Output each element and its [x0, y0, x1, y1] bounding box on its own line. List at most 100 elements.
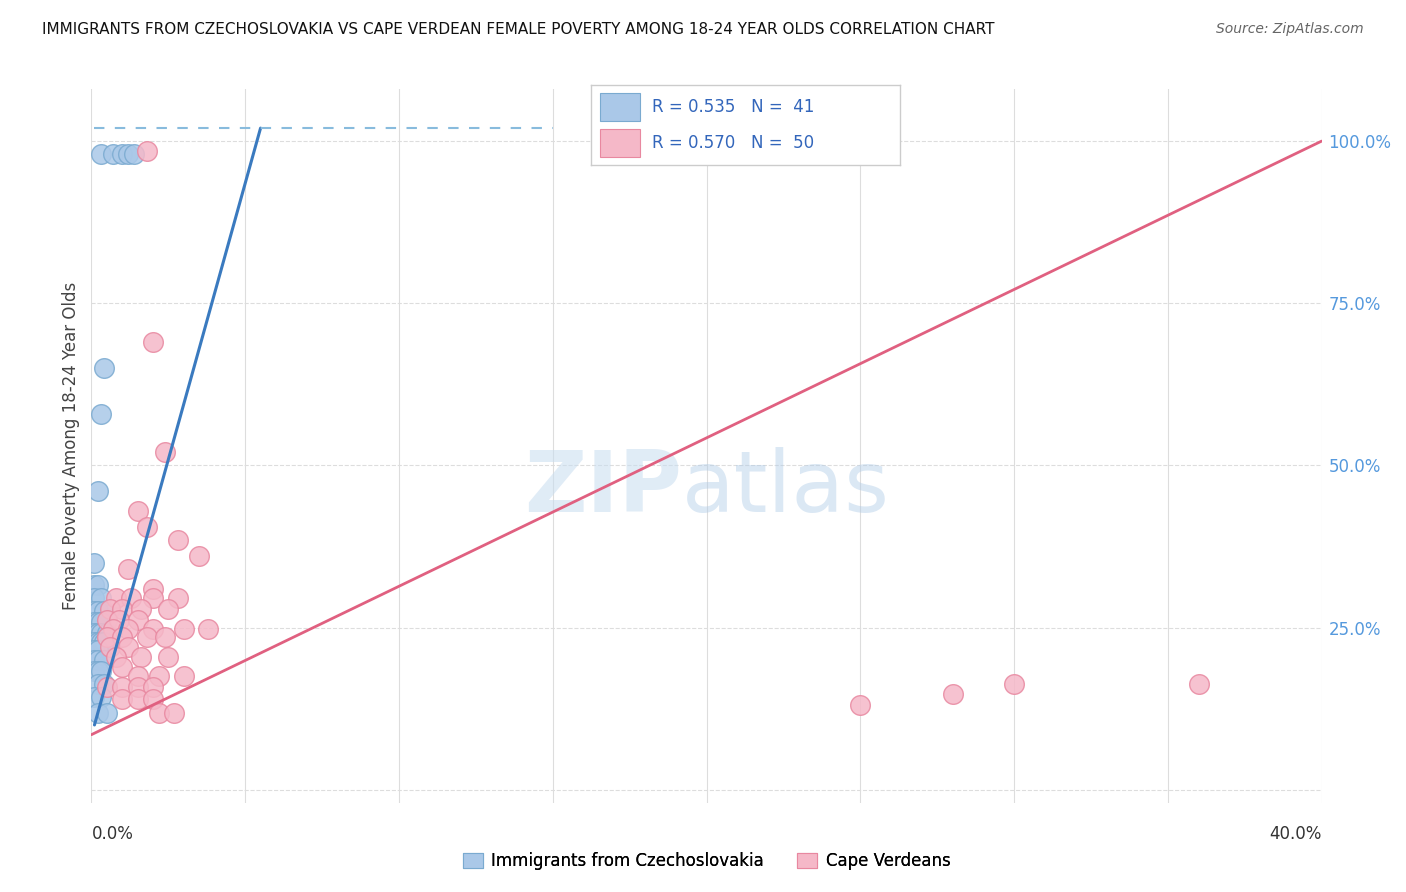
- Point: [96, 681, 118, 695]
- Point: [142, 582, 165, 596]
- Point: [93, 677, 115, 691]
- Point: [120, 591, 142, 606]
- FancyBboxPatch shape: [600, 93, 640, 121]
- Point: [142, 692, 165, 706]
- Point: [135, 520, 157, 534]
- Point: [96, 706, 118, 721]
- Point: [127, 669, 149, 683]
- Point: [142, 622, 165, 636]
- Point: [188, 549, 211, 564]
- Point: [86, 604, 108, 618]
- Point: [127, 681, 149, 695]
- Point: [83, 556, 105, 570]
- Point: [166, 533, 188, 547]
- Point: [101, 147, 124, 161]
- Text: IMMIGRANTS FROM CZECHOSLOVAKIA VS CAPE VERDEAN FEMALE POVERTY AMONG 18-24 YEAR O: IMMIGRANTS FROM CZECHOSLOVAKIA VS CAPE V…: [42, 22, 994, 37]
- Point: [90, 635, 112, 649]
- Point: [98, 602, 121, 616]
- Point: [111, 147, 134, 161]
- Point: [105, 649, 127, 664]
- Point: [90, 690, 112, 704]
- Point: [157, 649, 180, 664]
- Point: [942, 687, 965, 701]
- Point: [96, 631, 118, 645]
- Point: [98, 640, 121, 654]
- Text: Source: ZipAtlas.com: Source: ZipAtlas.com: [1216, 22, 1364, 37]
- Point: [849, 698, 872, 713]
- Point: [1002, 677, 1025, 691]
- Point: [83, 591, 105, 606]
- Point: [1187, 677, 1209, 691]
- Point: [129, 649, 152, 664]
- Point: [83, 653, 105, 667]
- Point: [101, 622, 124, 636]
- Point: [83, 615, 105, 630]
- Point: [83, 664, 105, 678]
- Text: atlas: atlas: [682, 447, 890, 531]
- Point: [111, 681, 134, 695]
- Point: [111, 631, 134, 645]
- Point: [86, 643, 108, 657]
- Point: [157, 602, 180, 616]
- Point: [173, 669, 195, 683]
- Point: [117, 622, 139, 636]
- Point: [129, 602, 152, 616]
- Text: R = 0.570   N =  50: R = 0.570 N = 50: [652, 134, 814, 152]
- Text: 40.0%: 40.0%: [1270, 825, 1322, 843]
- Point: [153, 445, 177, 459]
- Point: [163, 706, 186, 721]
- Point: [90, 664, 112, 678]
- Point: [86, 635, 108, 649]
- Point: [93, 604, 115, 618]
- Point: [86, 484, 108, 499]
- Point: [117, 562, 139, 576]
- Point: [111, 602, 134, 616]
- Point: [86, 706, 108, 721]
- Text: R = 0.535   N =  41: R = 0.535 N = 41: [652, 98, 814, 116]
- Point: [86, 677, 108, 691]
- Point: [127, 504, 149, 518]
- Point: [142, 681, 165, 695]
- Point: [90, 407, 112, 421]
- Point: [96, 625, 118, 640]
- Point: [111, 659, 134, 673]
- Point: [83, 604, 105, 618]
- Point: [86, 625, 108, 640]
- Point: [108, 613, 131, 627]
- Point: [83, 690, 105, 704]
- Point: [93, 635, 115, 649]
- Point: [117, 640, 139, 654]
- Point: [153, 631, 177, 645]
- Point: [86, 578, 108, 592]
- Point: [90, 615, 112, 630]
- Point: [127, 613, 149, 627]
- Point: [93, 653, 115, 667]
- Point: [96, 613, 118, 627]
- FancyBboxPatch shape: [600, 129, 640, 157]
- Point: [111, 692, 134, 706]
- Y-axis label: Female Poverty Among 18-24 Year Olds: Female Poverty Among 18-24 Year Olds: [62, 282, 80, 610]
- Legend: Immigrants from Czechoslovakia, Cape Verdeans: Immigrants from Czechoslovakia, Cape Ver…: [456, 846, 957, 877]
- Point: [86, 664, 108, 678]
- Point: [90, 591, 112, 606]
- Point: [83, 578, 105, 592]
- Point: [135, 144, 157, 158]
- Point: [142, 591, 165, 606]
- Point: [90, 147, 112, 161]
- Point: [148, 669, 170, 683]
- Point: [135, 631, 157, 645]
- Point: [166, 591, 188, 606]
- Point: [86, 615, 108, 630]
- Point: [124, 147, 146, 161]
- Point: [173, 622, 195, 636]
- Point: [105, 591, 127, 606]
- Point: [83, 635, 105, 649]
- Point: [142, 335, 165, 350]
- Text: ZIP: ZIP: [524, 447, 682, 531]
- Point: [83, 625, 105, 640]
- Text: 0.0%: 0.0%: [91, 825, 134, 843]
- Point: [86, 653, 108, 667]
- Point: [90, 625, 112, 640]
- Point: [83, 643, 105, 657]
- Point: [127, 692, 149, 706]
